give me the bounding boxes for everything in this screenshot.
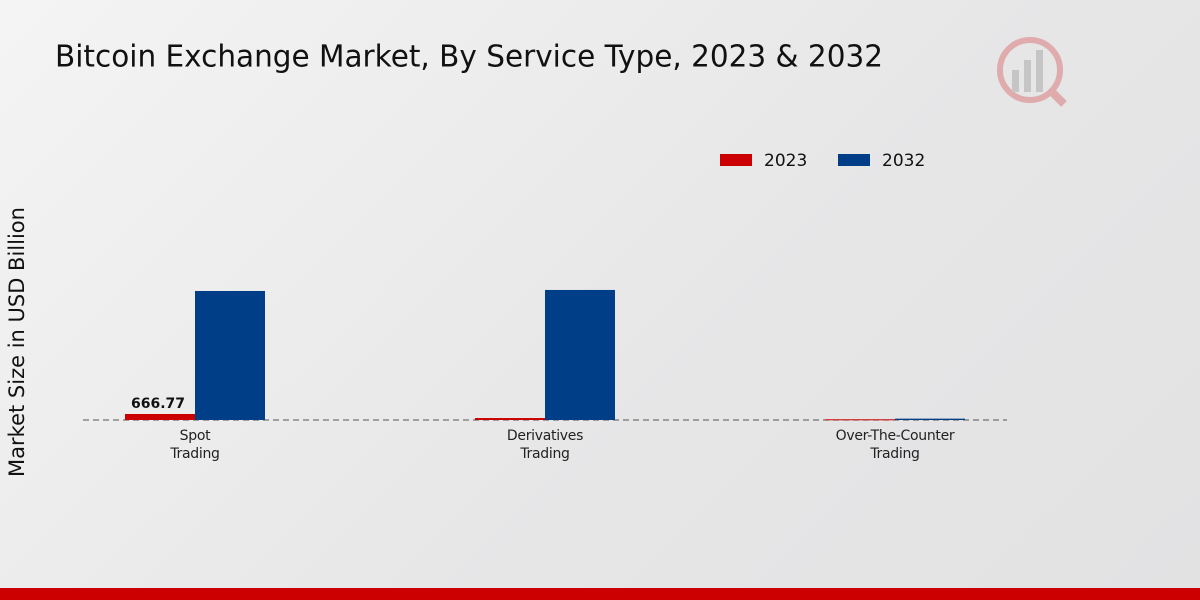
logo (997, 37, 1067, 107)
bar (195, 290, 265, 420)
bar (125, 413, 195, 420)
legend-label: 2023 (764, 151, 807, 171)
chart-title: Bitcoin Exchange Market, By Service Type… (55, 40, 883, 75)
legend-swatch (720, 154, 752, 166)
bar (895, 418, 965, 420)
data-label: 666.77 (131, 396, 185, 412)
footer-bar (0, 588, 1200, 600)
bar (825, 419, 895, 421)
x-tick-label: Spot Trading (170, 428, 220, 462)
x-tick-label: Over-The-Counter Trading (835, 428, 955, 462)
y-axis-label: Market Size in USD Billion (5, 207, 29, 477)
legend-swatch (838, 154, 870, 166)
x-tick-label: Derivatives Trading (506, 428, 584, 462)
legend-label: 2032 (882, 151, 925, 171)
bar (545, 289, 615, 420)
bar (475, 418, 545, 420)
